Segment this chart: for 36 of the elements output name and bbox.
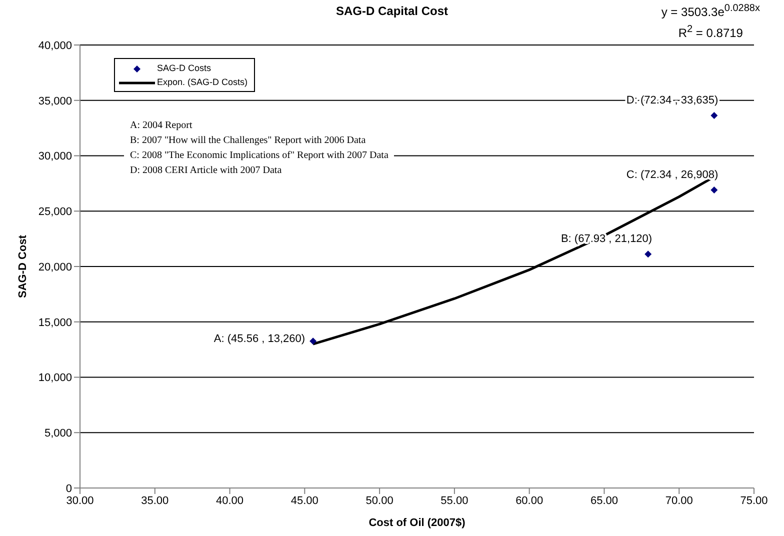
annotation: D: 2008 CERI Article with 2007 Data: [130, 164, 283, 178]
y-tick-label: 0: [66, 482, 72, 495]
annotation: B: 2007 "How will the Challenges" Report with 2006 Data: [130, 134, 367, 148]
x-tick-label: 55.00: [440, 494, 468, 507]
x-axis-title: Cost of Oil (2007$): [368, 517, 466, 529]
y-tick-label: 25,000: [38, 206, 72, 218]
x-tick-label: 30.00: [66, 494, 94, 507]
y-tick-label: 15,000: [38, 316, 72, 329]
x-tick-label: 75.00: [740, 494, 768, 507]
x-tick-label: 65.00: [590, 494, 618, 507]
annotation: A: (45.56 , 13,260): [214, 333, 306, 346]
x-tick-label: 40.00: [216, 494, 244, 507]
point: [710, 186, 718, 194]
y-tick-label: 35,000: [38, 95, 72, 108]
legend-label: SAG-D Costs: [156, 62, 212, 75]
point: [644, 250, 652, 258]
legend-label: Expon. (SAG-D Costs): [156, 76, 248, 89]
y-tick-label: 5,000: [44, 428, 72, 440]
x-tick-label: 70.00: [665, 494, 693, 507]
chart-title: SAG-D Capital Cost: [336, 4, 448, 18]
annotation: C: 2008 "The Economic Implications of" Report with 2007 Data: [130, 149, 388, 163]
x-tick-label: 50.00: [366, 494, 394, 507]
text: R$^{2}$ = 0.8719: [677, 23, 744, 42]
y-axis-title: SAG-D Cost: [16, 234, 29, 298]
y-tick-label: 40,000: [38, 40, 72, 52]
point: [310, 338, 317, 345]
text: y = 3503.3e$^{0.0288x}$: [661, 2, 760, 21]
annotation: C: (72.34 , 26,908): [626, 168, 718, 181]
x-tick-label: 35.00: [141, 494, 169, 507]
x-tick-label: 60.00: [516, 494, 544, 507]
y-tick-label: 20,000: [38, 261, 72, 274]
x-tick-label: 45.00: [290, 494, 318, 507]
y-tick-label: 30,000: [38, 150, 72, 163]
annotation: A: 2004 Report: [130, 119, 194, 133]
y-tick-label: 10,000: [38, 372, 72, 384]
point: [710, 112, 718, 119]
